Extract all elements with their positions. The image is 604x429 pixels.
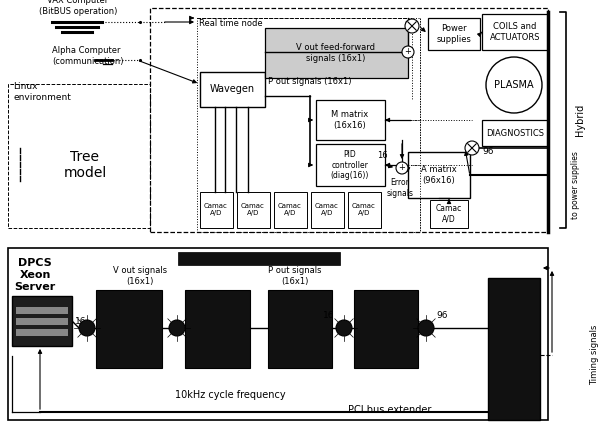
Text: DPCS
Xeon
Server: DPCS Xeon Server: [14, 258, 56, 292]
Bar: [274, 192, 307, 228]
Bar: [430, 200, 468, 228]
Text: 96: 96: [436, 311, 448, 320]
Text: Camac
A/D: Camac A/D: [436, 204, 462, 224]
Bar: [178, 252, 340, 265]
Text: to power supplies: to power supplies: [571, 151, 579, 219]
Bar: [237, 192, 270, 228]
Text: 16: 16: [378, 151, 388, 160]
Bar: [311, 192, 344, 228]
Text: P out signals (16x1): P out signals (16x1): [268, 78, 352, 87]
Bar: [16, 318, 68, 325]
Bar: [348, 192, 381, 228]
Bar: [428, 18, 480, 50]
Bar: [482, 14, 548, 50]
Bar: [408, 152, 470, 198]
Text: Camac
A/D: Camac A/D: [352, 203, 376, 217]
Text: Wavegen: Wavegen: [210, 84, 254, 94]
Text: P out signals
(16x1): P out signals (16x1): [268, 266, 322, 286]
Text: 16: 16: [76, 317, 87, 326]
Text: Tree
model: Tree model: [63, 150, 107, 180]
Bar: [16, 329, 68, 336]
Bar: [488, 278, 540, 420]
Bar: [200, 72, 265, 107]
Bar: [150, 8, 548, 232]
Text: +: +: [399, 163, 405, 172]
Bar: [16, 307, 68, 314]
Text: V out feed-forward
signals (16x1): V out feed-forward signals (16x1): [297, 43, 376, 63]
Text: Camac
A/D: Camac A/D: [241, 203, 265, 217]
Text: A matrix
(96x16): A matrix (96x16): [421, 165, 457, 185]
Bar: [12, 296, 72, 346]
Text: COILS and
ACTUATORS: COILS and ACTUATORS: [490, 22, 540, 42]
Bar: [482, 120, 548, 146]
Bar: [265, 28, 408, 78]
Text: Linux
environment: Linux environment: [13, 82, 71, 102]
Text: PLASMA: PLASMA: [494, 80, 534, 90]
Circle shape: [402, 46, 414, 58]
Text: Camac
A/D: Camac A/D: [204, 203, 228, 217]
Text: Power
supplies: Power supplies: [437, 24, 472, 44]
Bar: [316, 100, 385, 140]
Text: 96: 96: [482, 148, 493, 157]
Text: 10kHz cycle frequency: 10kHz cycle frequency: [175, 390, 285, 400]
Bar: [354, 290, 418, 368]
Bar: [268, 290, 332, 368]
Circle shape: [396, 162, 408, 174]
Circle shape: [405, 19, 419, 33]
Text: Error
signals: Error signals: [387, 178, 414, 198]
Text: Timing signals: Timing signals: [591, 325, 600, 385]
Text: M matrix
(16x16): M matrix (16x16): [332, 110, 368, 130]
Text: PCI bus extender: PCI bus extender: [349, 405, 432, 415]
Text: Camac
A/D: Camac A/D: [278, 203, 302, 217]
Text: PID
controller
(diag(16)): PID controller (diag(16)): [331, 150, 369, 180]
Bar: [8, 84, 150, 228]
Circle shape: [486, 57, 542, 113]
Text: 16: 16: [323, 311, 334, 320]
Text: Alpha Computer
(communication): Alpha Computer (communication): [52, 46, 123, 66]
Text: DIAGNOSTICS: DIAGNOSTICS: [486, 129, 544, 138]
Bar: [8, 248, 548, 420]
Circle shape: [336, 320, 352, 336]
Text: Camac
A/D: Camac A/D: [315, 203, 339, 217]
Bar: [185, 290, 250, 368]
Text: V out signals
(16x1): V out signals (16x1): [113, 266, 167, 286]
Text: VAX Computer
(BitBUS operation): VAX Computer (BitBUS operation): [39, 0, 117, 16]
Text: +: +: [405, 48, 411, 57]
Circle shape: [418, 320, 434, 336]
Circle shape: [79, 320, 95, 336]
Circle shape: [169, 320, 185, 336]
Bar: [316, 144, 385, 186]
Text: Real time node: Real time node: [199, 19, 263, 28]
Bar: [96, 290, 162, 368]
Circle shape: [465, 141, 479, 155]
Text: Hybrid: Hybrid: [575, 104, 585, 136]
Bar: [197, 18, 420, 232]
Bar: [200, 192, 233, 228]
